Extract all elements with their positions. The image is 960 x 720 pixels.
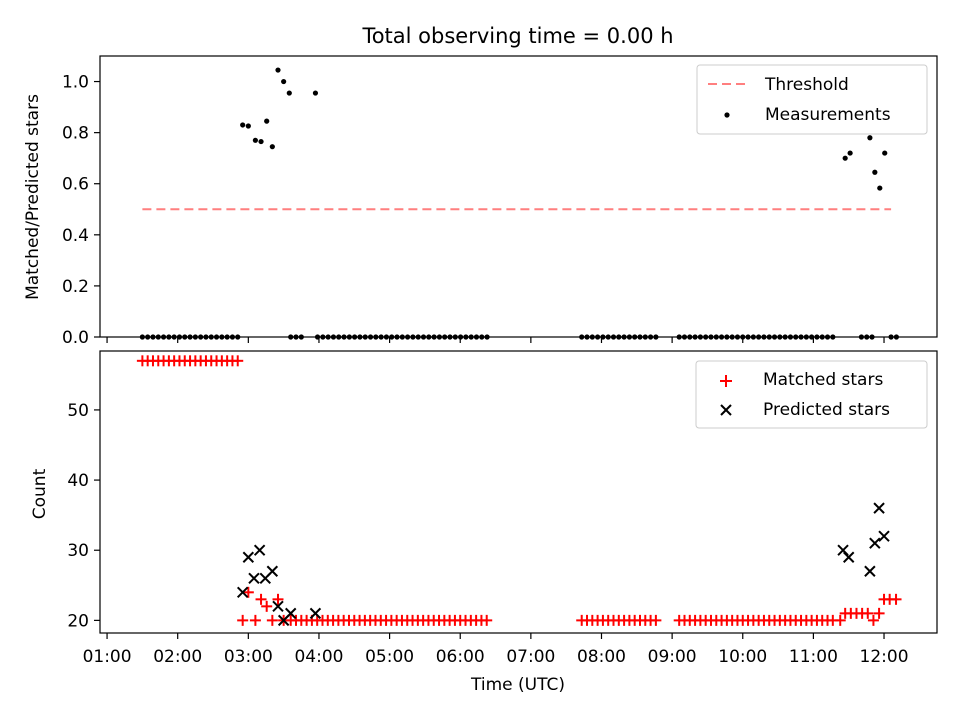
predicted-star-marker <box>285 607 297 620</box>
predicted-star-marker <box>253 544 266 556</box>
x-tick-label: 08:00 <box>577 647 626 667</box>
matched-star-marker <box>255 593 267 605</box>
legend-measurements-swatch <box>724 112 730 118</box>
ratio-legend: Threshold Measurements <box>696 64 928 135</box>
matched-star-marker <box>890 593 902 605</box>
predicted-star-marker <box>309 607 322 620</box>
matched-star-marker <box>834 614 846 626</box>
measurement-point <box>867 135 873 141</box>
legend-threshold-label: Threshold <box>764 75 849 95</box>
measurement-point <box>872 169 878 175</box>
count-y-tick-label: 50 <box>67 401 89 421</box>
count-y-tick-label: 20 <box>67 611 89 631</box>
matched-star-marker <box>650 614 662 626</box>
x-tick-label: 05:00 <box>365 647 414 667</box>
x-tick-label: 02:00 <box>153 647 202 667</box>
measurement-point <box>312 90 319 96</box>
predicted-star-marker <box>869 537 881 549</box>
count-y-tick-label: 30 <box>67 541 89 561</box>
legend-measurements-label: Measurements <box>765 105 891 125</box>
measurement-point <box>842 155 848 161</box>
matched-star-marker <box>237 614 249 626</box>
ratio-y-tick-label: 0.6 <box>62 175 89 195</box>
predicted-star-marker <box>843 551 855 563</box>
ratio-plot-frame <box>99 55 938 338</box>
count-y-tick-label: 40 <box>67 471 89 491</box>
measurement-point <box>877 185 883 191</box>
legend-predicted-label: Predicted stars <box>763 400 890 420</box>
ratio-x-ticks <box>106 337 885 343</box>
x-tick-label: 10:00 <box>718 647 767 667</box>
matched-star-marker <box>249 614 261 626</box>
count-y-axis-label: Count <box>30 468 50 519</box>
measurement-point <box>252 137 258 143</box>
count-y-ticks: 20 30 40 50 <box>67 401 100 631</box>
count-plot-frame <box>99 350 938 634</box>
predicted-star-marker <box>873 502 885 514</box>
matched-star-marker <box>481 614 493 626</box>
measurement-point <box>264 118 270 124</box>
x-axis-label: Time (UTC) <box>470 675 565 695</box>
x-tick-label: 09:00 <box>648 647 697 667</box>
matched-star-marker <box>261 600 273 612</box>
predicted-star-marker <box>272 600 284 613</box>
count-legend-box <box>695 360 928 429</box>
legend-predicted-swatch <box>720 404 732 416</box>
matched-star-marker <box>867 614 879 626</box>
legend-matched-swatch <box>720 375 732 387</box>
predicted-star-marker <box>878 530 890 542</box>
x-tick-label: 06:00 <box>436 647 485 667</box>
x-tick-label: 07:00 <box>506 647 555 667</box>
count-legend: Matched stars Predicted stars <box>695 360 928 429</box>
ratio-y-tick-label: 0.8 <box>62 124 89 144</box>
ratio-y-tick-label: 0.2 <box>62 277 89 297</box>
legend-matched-label: Matched stars <box>763 370 883 390</box>
ratio-legend-box <box>696 64 928 135</box>
matched-star-marker <box>862 607 874 619</box>
measurement-point <box>281 78 287 85</box>
x-tick-label: 04:00 <box>294 647 343 667</box>
matched-star-marker <box>242 586 254 598</box>
x-tick-label: 03:00 <box>224 647 273 667</box>
x-tick-label: 01:00 <box>83 647 132 667</box>
count-x-ticks: 01:00 02:00 03:00 04:00 05:00 06:00 07:00 08:00… <box>83 633 909 667</box>
matched-star-marker <box>272 593 284 605</box>
matched-star-points <box>136 355 902 626</box>
measurement-point <box>286 90 292 96</box>
predicted-star-points <box>236 502 890 627</box>
predicted-star-marker <box>248 572 260 584</box>
measurement-point <box>882 150 888 156</box>
predicted-star-marker <box>236 586 249 599</box>
ratio-y-axis-label: Matched/Predicted stars <box>23 94 43 300</box>
ratio-y-tick-label: 0.0 <box>62 328 89 348</box>
matched-star-marker <box>232 355 244 367</box>
x-tick-label: 12:00 <box>860 647 909 667</box>
panel-ratio: 0.0 0.2 0.4 0.6 0.8 1.0 Matched/Predicted sta… <box>23 55 938 348</box>
ratio-y-tick-label: 0.4 <box>62 226 89 246</box>
x-tick-label: 11:00 <box>789 647 838 667</box>
measurement-point <box>275 67 281 73</box>
ratio-y-ticks: 0.0 0.2 0.4 0.6 0.8 1.0 <box>62 73 100 348</box>
predicted-star-marker <box>242 551 255 563</box>
predicted-star-marker <box>266 565 279 577</box>
measurement-point <box>240 122 246 128</box>
measurement-point <box>269 144 275 150</box>
matched-star-marker <box>873 607 885 619</box>
matched-star-marker <box>266 614 278 626</box>
predicted-star-marker <box>864 565 876 577</box>
measurement-point <box>245 123 251 129</box>
chart-title: Total observing time = 0.00 h <box>361 24 673 48</box>
ratio-y-tick-label: 1.0 <box>62 73 89 93</box>
measurement-point <box>258 138 264 145</box>
measurement-point <box>847 150 853 156</box>
